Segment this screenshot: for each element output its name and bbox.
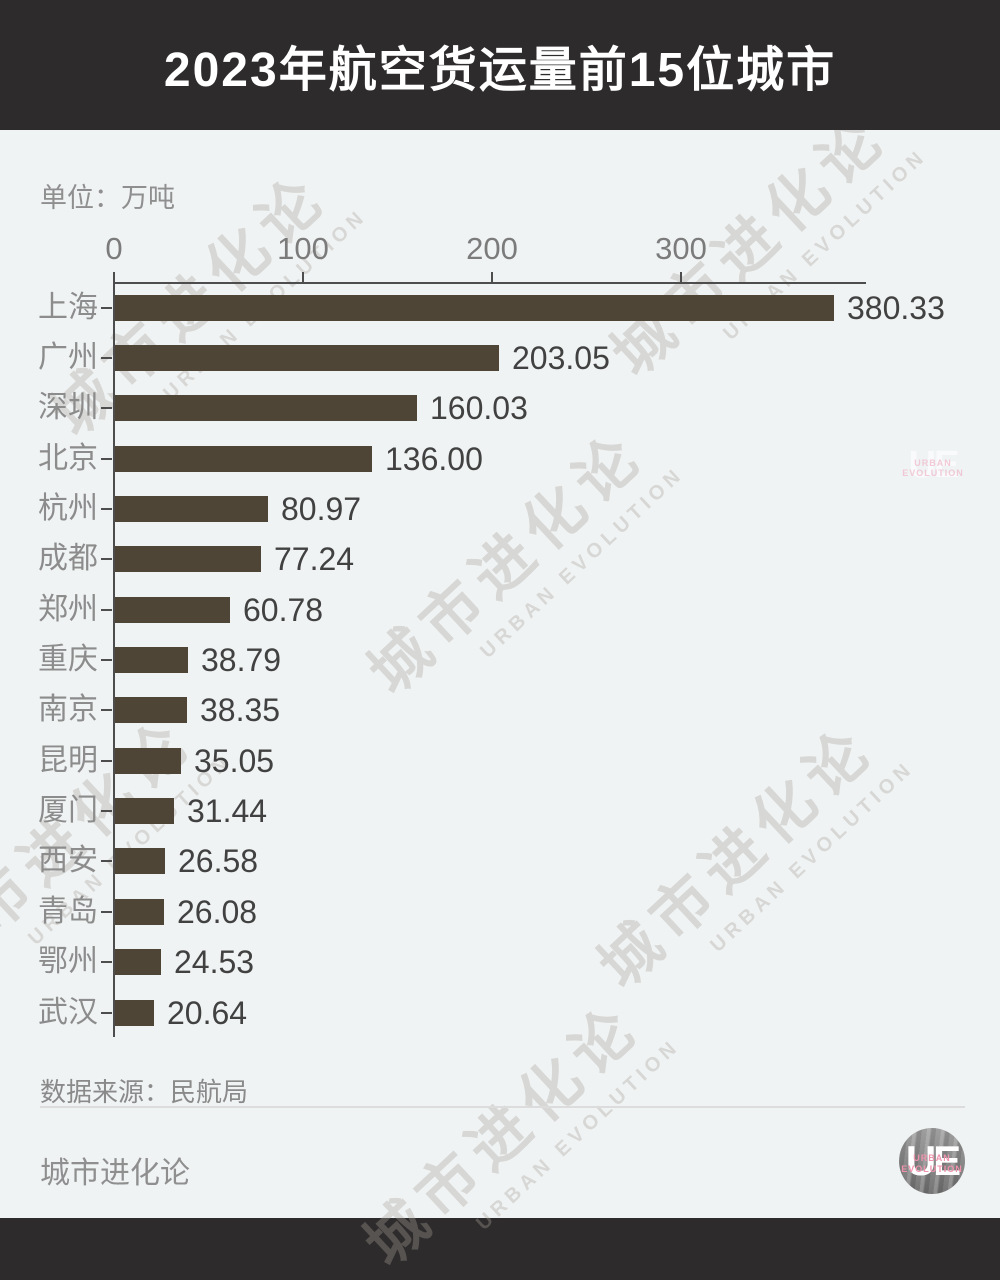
category-tick-mark [101, 1011, 112, 1014]
category-tick-mark [101, 860, 112, 863]
category-label: 南京 [38, 693, 98, 727]
category-label: 深圳 [38, 391, 98, 425]
brand-logo: UE URBAN EVOLUTION [899, 1128, 965, 1194]
bar [115, 747, 181, 774]
bar [115, 848, 165, 875]
bar [115, 697, 187, 724]
x-tick-label: 300 [655, 231, 707, 266]
bar [115, 999, 154, 1026]
x-tick-mark [113, 272, 115, 283]
value-label: 38.35 [200, 692, 281, 729]
value-label: 160.03 [430, 390, 528, 427]
x-tick-label: 100 [277, 231, 329, 266]
value-label: 203.05 [512, 339, 610, 376]
value-label: 136.00 [385, 440, 483, 477]
category-tick-mark [101, 709, 112, 712]
bar [115, 445, 372, 472]
category-tick-mark [101, 356, 112, 359]
category-label: 北京 [38, 441, 98, 475]
value-label: 26.08 [177, 893, 258, 930]
category-label: 青岛 [38, 894, 98, 928]
category-label: 杭州 [38, 491, 98, 525]
category-label: 西安 [38, 844, 98, 878]
value-label: 35.05 [194, 742, 275, 779]
value-label: 20.64 [167, 994, 248, 1031]
category-label: 重庆 [38, 643, 98, 677]
x-tick-label: 200 [466, 231, 518, 266]
value-label: 80.97 [281, 490, 362, 527]
unit-label: 单位：万吨 [40, 183, 175, 213]
bar [115, 344, 499, 371]
category-tick-mark [101, 759, 112, 762]
category-tick-mark [101, 306, 112, 309]
bar [115, 495, 268, 522]
footer-divider [40, 1106, 965, 1108]
bar [115, 647, 188, 674]
brand-name: 城市进化论 [40, 1157, 190, 1190]
value-label: 38.79 [201, 642, 282, 679]
bar [115, 898, 164, 925]
category-tick-mark [101, 507, 112, 510]
category-label: 厦门 [38, 794, 98, 828]
category-tick-mark [101, 659, 112, 662]
x-tick-mark [491, 272, 493, 283]
value-label: 60.78 [243, 591, 324, 628]
value-label: 77.24 [274, 541, 355, 578]
bar [115, 294, 834, 321]
logo-initials: UE [905, 1137, 961, 1184]
logo-text: URBAN EVOLUTION [901, 1153, 963, 1174]
x-tick-mark [680, 272, 682, 283]
category-label: 鄂州 [38, 945, 98, 979]
bar [115, 395, 417, 422]
category-tick-mark [101, 910, 112, 913]
category-tick-mark [101, 810, 112, 813]
category-tick-mark [101, 961, 112, 964]
bar [115, 798, 174, 825]
category-tick-mark [101, 558, 112, 561]
header: 2023年航空货运量前15位城市 [0, 0, 1000, 130]
category-label: 广州 [38, 340, 98, 374]
value-label: 26.58 [178, 843, 259, 880]
bar [115, 949, 161, 976]
y-axis-line [113, 272, 115, 1037]
bar [115, 596, 230, 623]
value-label: 380.33 [847, 289, 945, 326]
data-source-label: 数据来源：民航局 [40, 1077, 249, 1107]
value-label: 24.53 [174, 944, 255, 981]
category-tick-mark [101, 407, 112, 410]
x-tick-label: 0 [105, 231, 123, 266]
page-title: 2023年航空货运量前15位城市 [163, 44, 837, 97]
category-label: 成都 [38, 542, 98, 576]
bar [115, 546, 261, 573]
value-label: 31.44 [187, 793, 268, 830]
category-tick-mark [101, 608, 112, 611]
category-tick-mark [101, 457, 112, 460]
category-label: 武汉 [38, 995, 98, 1029]
x-axis-line [114, 282, 866, 284]
category-label: 郑州 [38, 592, 98, 626]
category-label: 昆明 [38, 743, 98, 777]
bottom-black-bar [0, 1218, 1000, 1280]
category-label: 上海 [38, 290, 98, 324]
x-tick-mark [302, 272, 304, 283]
